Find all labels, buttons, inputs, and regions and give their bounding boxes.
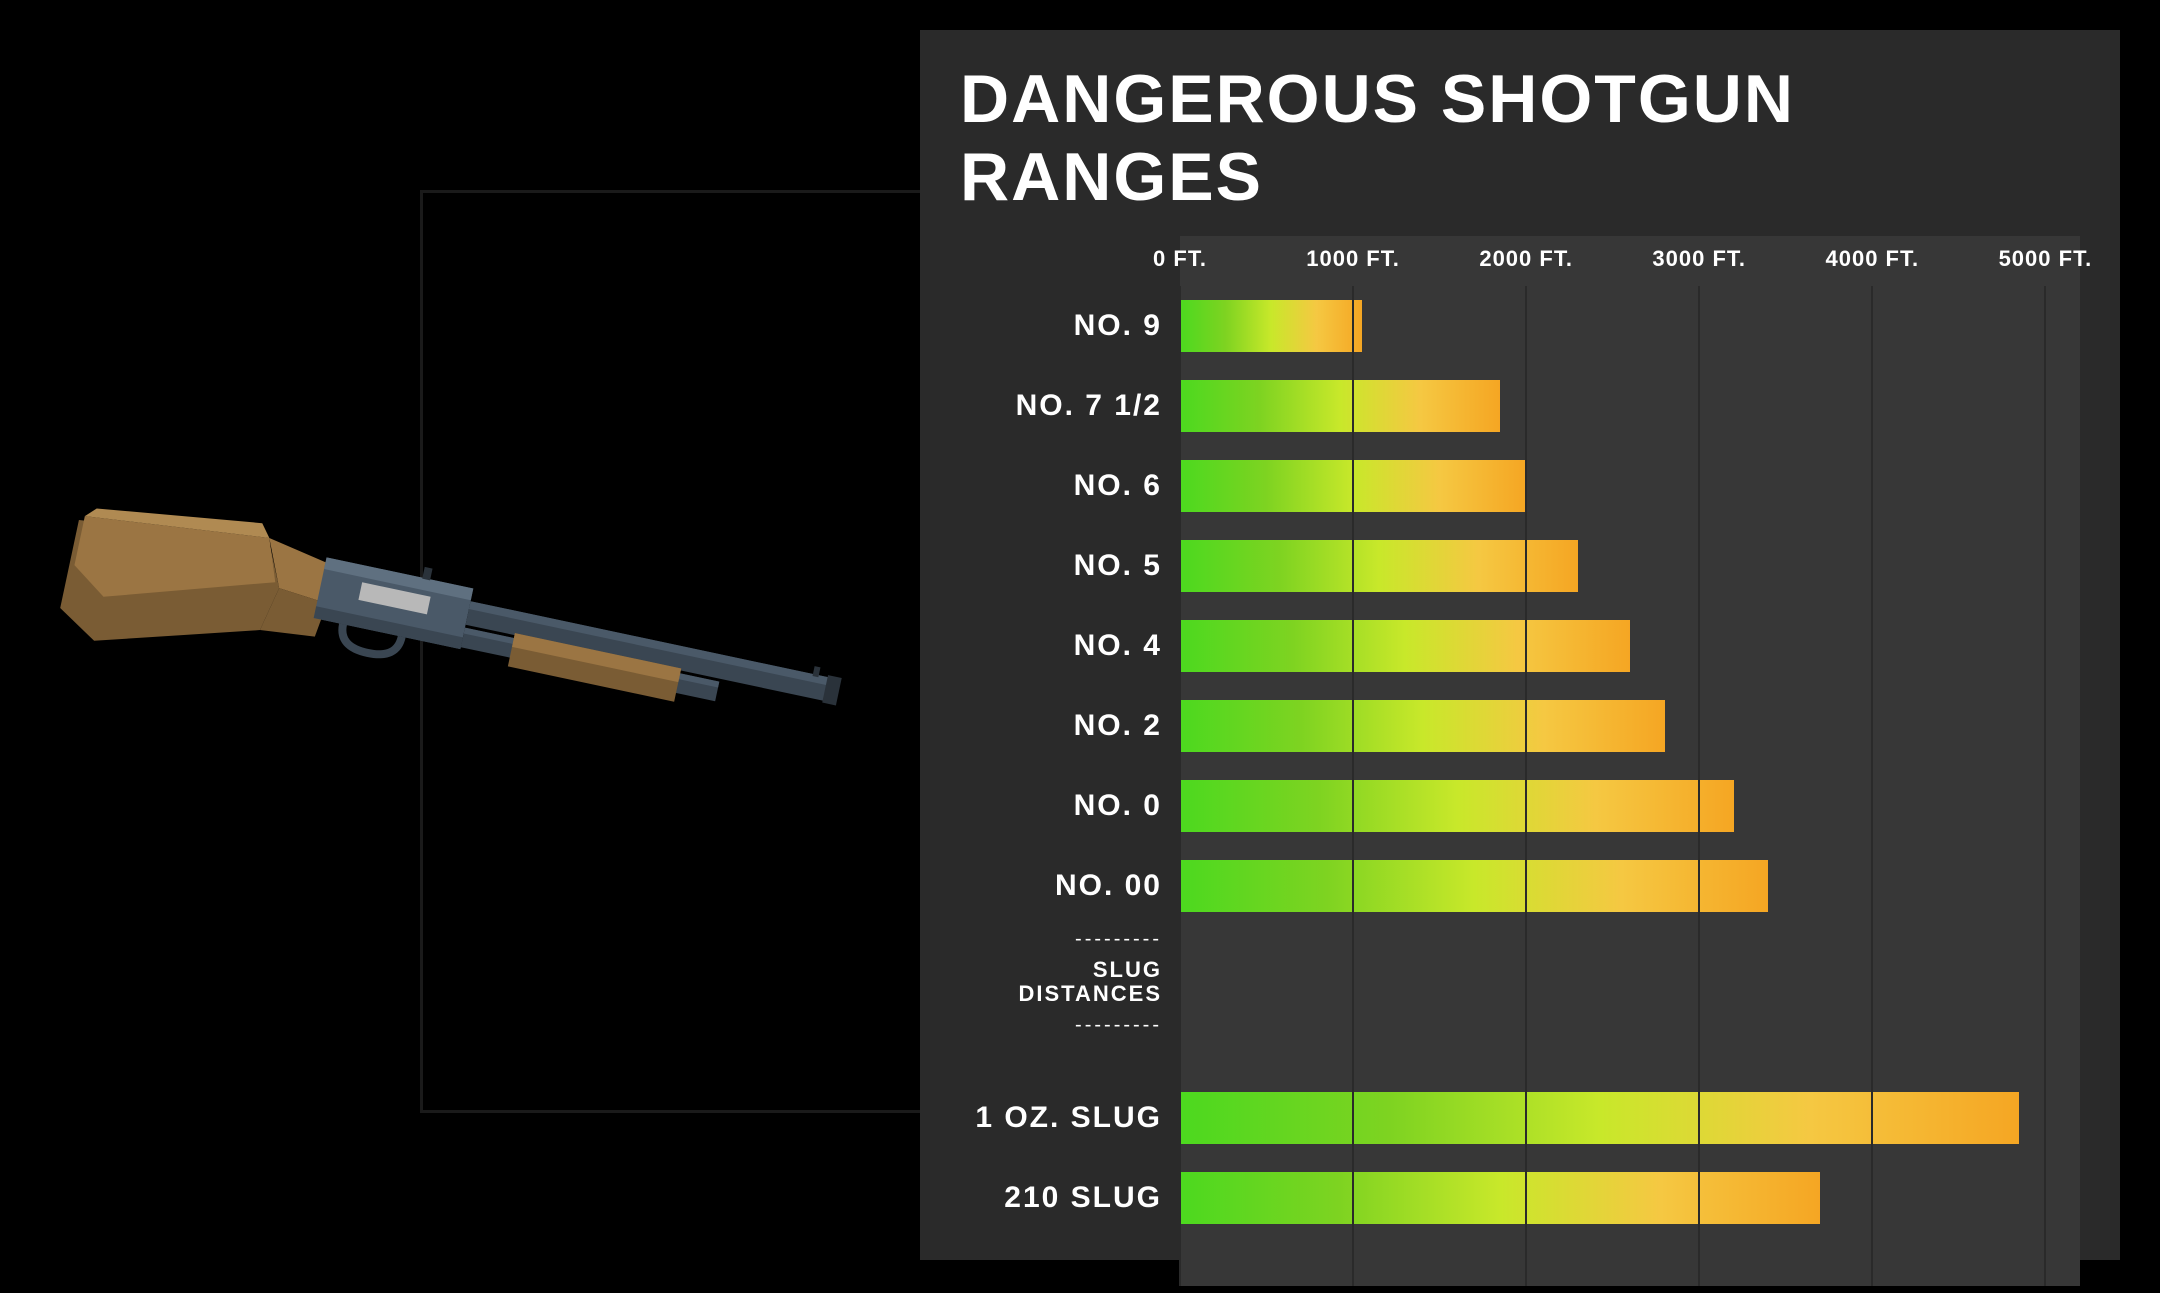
bar (1180, 700, 1665, 752)
x-tick: 3000 FT. (1652, 246, 1746, 272)
bar-label-row: No. 2 (960, 686, 1180, 766)
dash-row: --------- (960, 926, 1180, 952)
bar (1180, 300, 1362, 352)
bar (1180, 780, 1734, 832)
bar-label: 210 Slug (960, 1183, 1180, 1213)
chart-body: No. 9 No. 7 1/2 No. 6 No. 5 No. 4 No. 2 No. 0 N… (960, 236, 2080, 1286)
bar-label: No. 0 (960, 791, 1180, 821)
bar-label-row: No. 4 (960, 606, 1180, 686)
chart-panel: DANGEROUS SHOTGUN RANGES No. 9 No. 7 1/2 N… (920, 30, 2120, 1260)
y-axis-labels: No. 9 No. 7 1/2 No. 6 No. 5 No. 4 No. 2 No. 0 N… (960, 236, 1180, 1286)
bar-label-row: 1 oz. Slug (960, 1078, 1180, 1158)
x-tick: 4000 FT. (1825, 246, 1919, 272)
bar-label: No. 5 (960, 551, 1180, 581)
x-tick: 1000 FT. (1306, 246, 1400, 272)
bar-row (1180, 686, 2080, 766)
chart-title: DANGEROUS SHOTGUN RANGES (960, 60, 2080, 216)
dash-label: --------- (960, 929, 1180, 949)
bar-label: No. 2 (960, 711, 1180, 741)
bar-label: 1 oz. Slug (960, 1103, 1180, 1133)
bar (1180, 1172, 1820, 1224)
plot-area: 0 FT.1000 FT.2000 FT.3000 FT.4000 FT.500… (1180, 236, 2080, 1286)
grid-line (1525, 286, 1527, 1286)
bar-label-row: 210 Slug (960, 1158, 1180, 1238)
dash-label: --------- (960, 1015, 1180, 1035)
bar (1180, 1092, 2019, 1144)
bar (1180, 620, 1630, 672)
grid-line (1179, 286, 1181, 1286)
bar-label: No. 9 (960, 311, 1180, 341)
frame-bottom (420, 1110, 920, 1113)
bar-row (1180, 286, 2080, 366)
frame-top (420, 190, 920, 193)
x-tick: 0 FT. (1153, 246, 1207, 272)
section-label: Slug Distances (960, 958, 1180, 1006)
x-tick: 5000 FT. (1999, 246, 2093, 272)
bar-label-row: No. 0 (960, 766, 1180, 846)
bar-row (1180, 1158, 2080, 1238)
spacer-row (1180, 1038, 2080, 1078)
bar-label-row: No. 00 (960, 846, 1180, 926)
x-axis: 0 FT.1000 FT.2000 FT.3000 FT.4000 FT.500… (1180, 236, 2080, 286)
bar-label: No. 7 1/2 (960, 391, 1180, 421)
bar-row (1180, 766, 2080, 846)
bar-row (1180, 446, 2080, 526)
grid-line (2044, 286, 2046, 1286)
bars-container (1180, 286, 2080, 1286)
dash-row: --------- (960, 1012, 1180, 1038)
dash-spacer (1180, 1012, 2080, 1038)
x-tick: 2000 FT. (1479, 246, 1573, 272)
shotgun-illustration (40, 470, 860, 830)
bar-label-row: No. 9 (960, 286, 1180, 366)
bar (1180, 860, 1768, 912)
bar-label: No. 00 (960, 871, 1180, 901)
bar-row (1180, 366, 2080, 446)
section-label-row: Slug Distances (960, 952, 1180, 1012)
bar-label: No. 6 (960, 471, 1180, 501)
bar-label-row: No. 6 (960, 446, 1180, 526)
grid-line (1352, 286, 1354, 1286)
bar-label-row: No. 5 (960, 526, 1180, 606)
bar-row (1180, 1078, 2080, 1158)
dash-spacer (1180, 926, 2080, 952)
bar (1180, 540, 1578, 592)
grid-line (1698, 286, 1700, 1286)
bar-label: No. 4 (960, 631, 1180, 661)
section-spacer (1180, 952, 2080, 1012)
grid-line (1871, 286, 1873, 1286)
bar (1180, 380, 1500, 432)
bar-row (1180, 606, 2080, 686)
bar-row (1180, 526, 2080, 606)
bar-label-row: No. 7 1/2 (960, 366, 1180, 446)
bar-row (1180, 846, 2080, 926)
spacer-row (960, 1038, 1180, 1078)
